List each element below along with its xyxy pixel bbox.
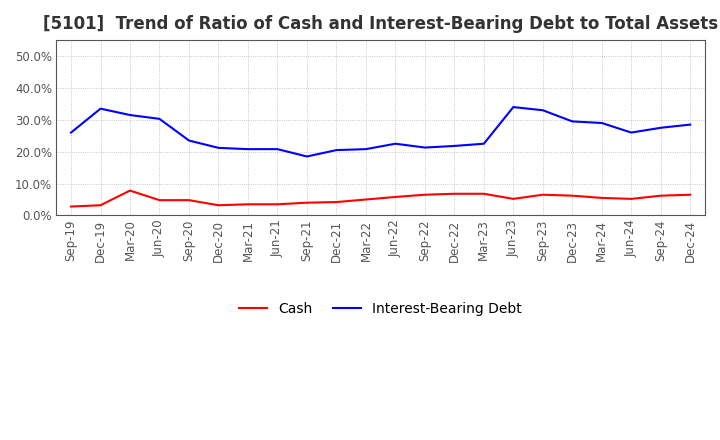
- Cash: [420, 192, 429, 198]
- Interest-Bearing Debt: [184, 138, 193, 143]
- Line: Interest-Bearing Debt: Interest-Bearing Debt: [71, 107, 690, 157]
- Cash: [450, 191, 459, 196]
- Cash: [126, 188, 135, 193]
- Interest-Bearing Debt: [391, 141, 400, 147]
- Cash: [361, 197, 370, 202]
- Cash: [657, 193, 665, 198]
- Interest-Bearing Debt: [420, 145, 429, 150]
- Cash: [391, 194, 400, 200]
- Cash: [480, 191, 488, 196]
- Cash: [302, 200, 311, 205]
- Interest-Bearing Debt: [657, 125, 665, 130]
- Cash: [243, 202, 252, 207]
- Cash: [568, 193, 577, 198]
- Interest-Bearing Debt: [450, 143, 459, 149]
- Interest-Bearing Debt: [214, 145, 222, 150]
- Interest-Bearing Debt: [96, 106, 105, 111]
- Cash: [96, 202, 105, 208]
- Interest-Bearing Debt: [273, 147, 282, 152]
- Interest-Bearing Debt: [509, 104, 518, 110]
- Interest-Bearing Debt: [686, 122, 695, 127]
- Cash: [67, 204, 76, 209]
- Interest-Bearing Debt: [126, 112, 135, 117]
- Interest-Bearing Debt: [598, 121, 606, 126]
- Legend: Cash, Interest-Bearing Debt: Cash, Interest-Bearing Debt: [234, 296, 528, 321]
- Cash: [184, 198, 193, 203]
- Cash: [598, 195, 606, 201]
- Interest-Bearing Debt: [539, 108, 547, 113]
- Cash: [509, 196, 518, 202]
- Cash: [332, 199, 341, 205]
- Interest-Bearing Debt: [156, 116, 164, 121]
- Interest-Bearing Debt: [361, 147, 370, 152]
- Cash: [539, 192, 547, 198]
- Cash: [686, 192, 695, 198]
- Interest-Bearing Debt: [568, 119, 577, 124]
- Interest-Bearing Debt: [67, 130, 76, 135]
- Interest-Bearing Debt: [332, 147, 341, 153]
- Cash: [214, 202, 222, 208]
- Interest-Bearing Debt: [243, 147, 252, 152]
- Interest-Bearing Debt: [480, 141, 488, 147]
- Title: [5101]  Trend of Ratio of Cash and Interest-Bearing Debt to Total Assets: [5101] Trend of Ratio of Cash and Intere…: [43, 15, 719, 33]
- Cash: [627, 196, 636, 202]
- Interest-Bearing Debt: [302, 154, 311, 159]
- Line: Cash: Cash: [71, 191, 690, 206]
- Cash: [156, 198, 164, 203]
- Interest-Bearing Debt: [627, 130, 636, 135]
- Cash: [273, 202, 282, 207]
